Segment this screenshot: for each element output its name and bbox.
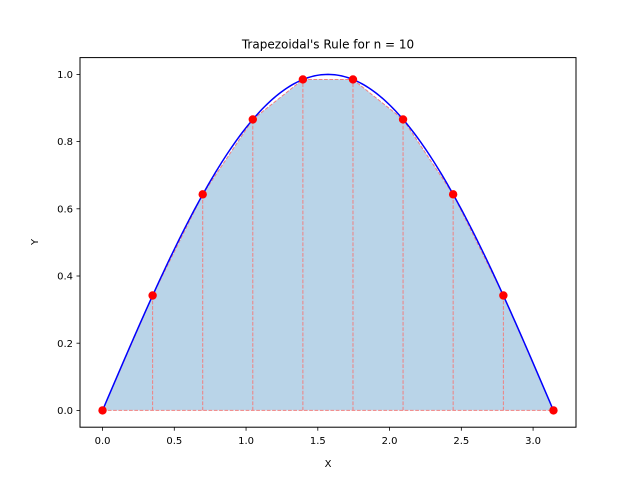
node-point [398, 115, 408, 124]
node-point [98, 406, 107, 415]
x-tick-label: 0.5 [166, 436, 182, 447]
node-points [98, 75, 558, 415]
x-tick-label: 1.5 [310, 436, 326, 447]
node-point [198, 190, 207, 199]
trapezoid-top-edge [202, 119, 254, 195]
y-tick-label: 0.6 [57, 204, 73, 215]
x-tick-label: 2.5 [453, 436, 469, 447]
node-point [298, 75, 308, 84]
y-tick-label: 1.0 [57, 70, 73, 81]
y-tick-label: 0.8 [57, 137, 73, 148]
y-tick-label: 0.0 [57, 406, 73, 417]
axes-frame [79, 57, 577, 428]
node-point [348, 75, 358, 84]
trapezoid-fill [102, 79, 554, 411]
x-tick-label: 2.0 [382, 436, 398, 447]
trapezoid-top-edge [402, 119, 454, 195]
sine-curve [101, 73, 555, 411]
y-axis-label: Y [30, 238, 41, 246]
trapezoid-top-edge [252, 79, 304, 120]
sine-curve-line [101, 73, 555, 411]
y-tick-label: 0.2 [57, 339, 73, 350]
y-tick-label: 0.4 [57, 272, 73, 283]
node-point [549, 406, 558, 415]
x-tick-label: 0.0 [95, 436, 111, 447]
x-axis-label: X [325, 459, 332, 470]
chart-title: Trapezoidal's Rule for n = 10 [241, 38, 414, 52]
trapezoid-area [102, 79, 554, 411]
node-point [248, 115, 257, 124]
x-axis-ticks: 0.0 0.5 1.0 1.5 2.0 2.5 3.0 [95, 427, 541, 447]
node-point [499, 291, 508, 300]
x-tick-label: 3.0 [525, 436, 541, 447]
x-tick-label: 1.0 [238, 436, 254, 447]
y-axis-ticks: 0.0 0.2 0.4 0.6 0.8 1.0 [57, 70, 80, 417]
node-point [448, 190, 458, 199]
node-point [148, 291, 157, 300]
trapezoid-top-edge [352, 79, 404, 120]
